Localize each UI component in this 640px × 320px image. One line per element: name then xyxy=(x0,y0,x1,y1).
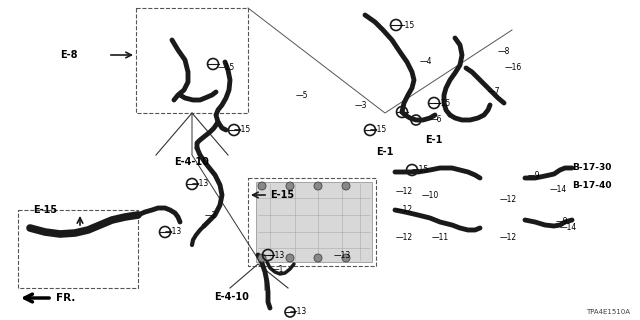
Text: —1: —1 xyxy=(272,266,284,275)
Text: TPA4E1510A: TPA4E1510A xyxy=(586,309,630,315)
Text: E-15: E-15 xyxy=(33,205,57,215)
Polygon shape xyxy=(256,182,372,262)
Circle shape xyxy=(314,254,322,262)
Text: —12: —12 xyxy=(500,196,517,204)
Text: B-17-30: B-17-30 xyxy=(572,164,611,172)
Text: —14: —14 xyxy=(550,186,567,195)
Text: —3: —3 xyxy=(355,100,367,109)
Text: —12: —12 xyxy=(396,234,413,243)
Circle shape xyxy=(342,254,350,262)
Circle shape xyxy=(258,254,266,262)
Text: —15: —15 xyxy=(398,20,415,29)
Text: —9: —9 xyxy=(556,218,568,227)
Text: —16: —16 xyxy=(505,63,522,73)
Text: E-1: E-1 xyxy=(376,147,394,157)
Text: —15: —15 xyxy=(234,125,252,134)
Bar xyxy=(248,178,376,266)
Circle shape xyxy=(342,182,350,190)
Text: —6: —6 xyxy=(430,116,442,124)
Text: E-15: E-15 xyxy=(270,190,294,200)
Text: FR.: FR. xyxy=(56,293,76,303)
Text: —10: —10 xyxy=(422,190,439,199)
Circle shape xyxy=(314,182,322,190)
Text: —15: —15 xyxy=(370,125,387,134)
Text: —11: —11 xyxy=(432,234,449,243)
Text: —8: —8 xyxy=(498,47,510,57)
Text: E-1: E-1 xyxy=(425,135,442,145)
Text: —15: —15 xyxy=(412,165,429,174)
Text: E-4-10: E-4-10 xyxy=(175,157,209,167)
Text: —2: —2 xyxy=(205,211,218,220)
Text: —4: —4 xyxy=(420,58,433,67)
Bar xyxy=(136,8,248,113)
Circle shape xyxy=(258,182,266,190)
Text: —12: —12 xyxy=(396,188,413,196)
Text: B-17-40: B-17-40 xyxy=(572,180,611,189)
Circle shape xyxy=(286,254,294,262)
Text: —14: —14 xyxy=(560,223,577,233)
Text: —9: —9 xyxy=(528,171,541,180)
Text: —15: —15 xyxy=(218,63,236,73)
Bar xyxy=(18,210,138,288)
Text: —13: —13 xyxy=(290,308,307,316)
Text: —12: —12 xyxy=(396,205,413,214)
Text: E-8: E-8 xyxy=(61,50,78,60)
Text: —12: —12 xyxy=(500,234,517,243)
Text: —15: —15 xyxy=(434,99,451,108)
Circle shape xyxy=(286,182,294,190)
Text: E-4-10: E-4-10 xyxy=(214,292,250,302)
Text: —13: —13 xyxy=(268,252,285,260)
Text: —13: —13 xyxy=(165,228,182,236)
Text: —7: —7 xyxy=(488,87,500,97)
Text: —13: —13 xyxy=(192,180,209,188)
Text: —13: —13 xyxy=(334,252,351,260)
Text: —5: —5 xyxy=(296,91,308,100)
